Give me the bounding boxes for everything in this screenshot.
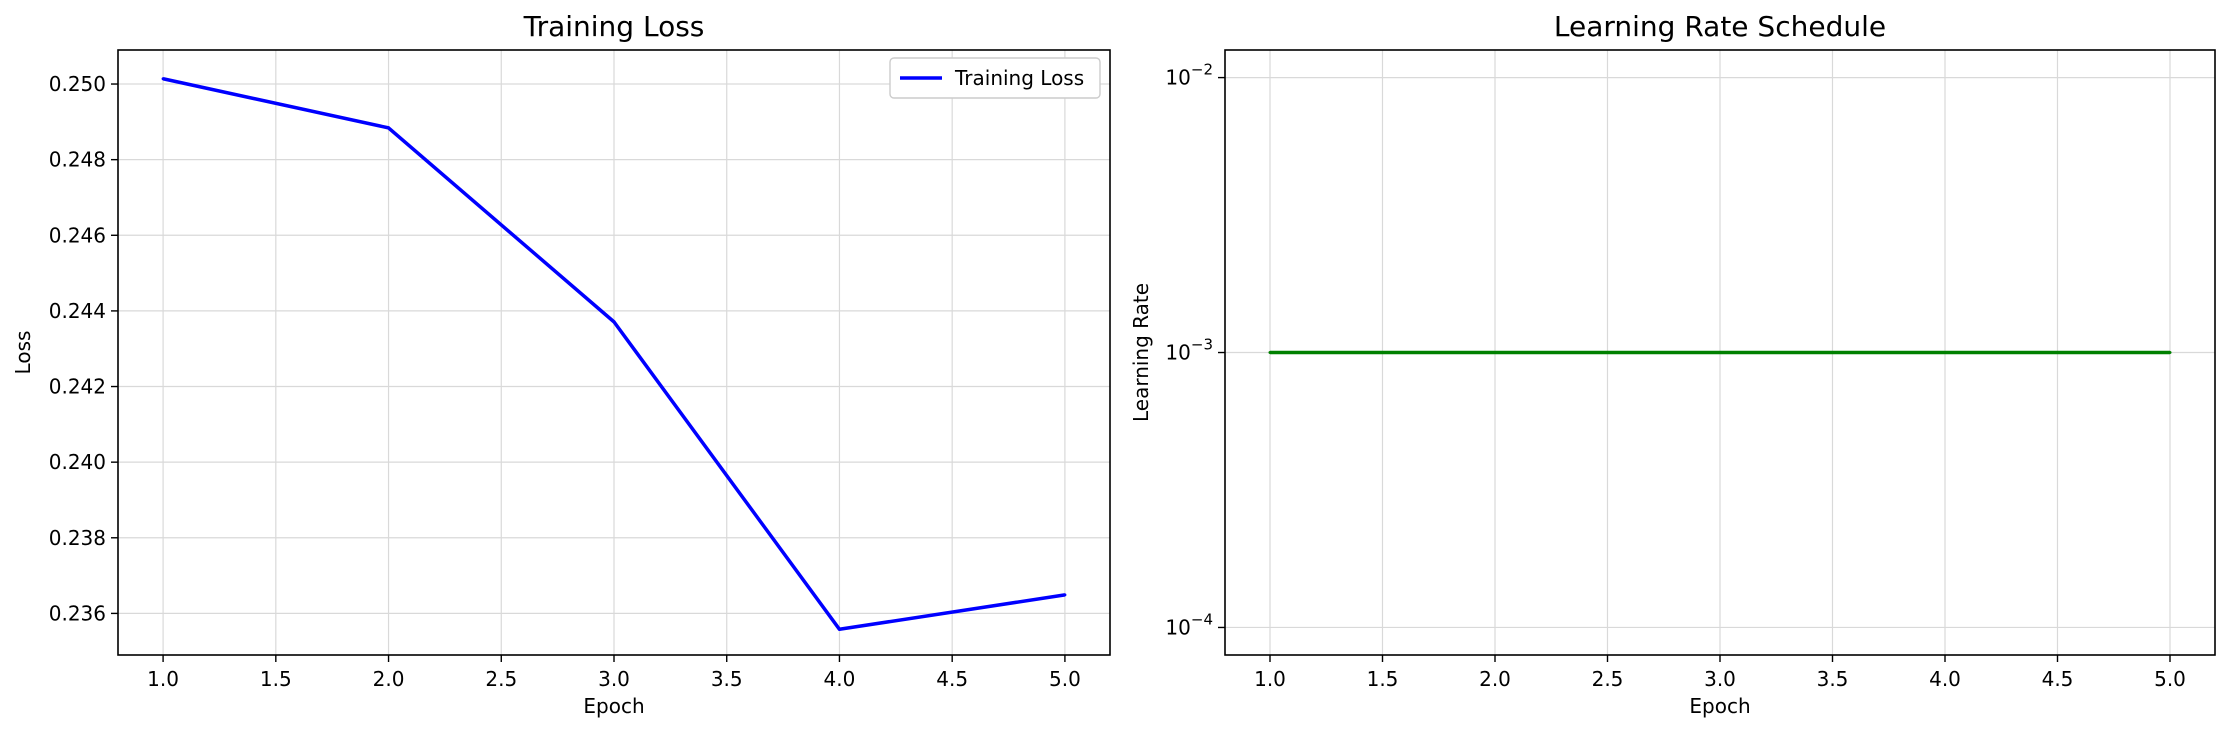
data-point	[1063, 593, 1067, 597]
y-tick-base: 10	[1165, 66, 1190, 90]
training-loss-panel: Training Loss Epoch Loss 1.0 1.5 2.0 2.5 3.0…	[11, 10, 1111, 718]
legend-box	[889, 57, 1101, 99]
plot-frame	[117, 49, 1111, 656]
chart-title: Learning Rate Schedule	[1554, 10, 1886, 43]
y-tick-label: 10−3	[1165, 336, 1213, 365]
data-point	[612, 320, 616, 324]
x-tick-label: 2.0	[373, 667, 405, 691]
y-tick-label: 10−4	[1165, 610, 1213, 639]
y-axis-label: Learning Rate	[1129, 283, 1153, 422]
y-tick-base: 10	[1165, 615, 1190, 639]
y-tick-exponent: −2	[1191, 61, 1213, 79]
y-axis-label: Loss	[11, 331, 35, 375]
y-tick-label: 10−2	[1165, 61, 1213, 90]
x-tick-label: 3.0	[598, 667, 630, 691]
x-tick-label: 2.5	[485, 667, 517, 691]
x-tick-label: 1.5	[1367, 667, 1399, 691]
legend-label: Training Loss	[954, 66, 1084, 90]
x-tick-label: 2.0	[1479, 667, 1511, 691]
data-point	[837, 627, 841, 631]
y-tick-label: 0.242	[49, 375, 106, 399]
y-tick-label: 0.244	[49, 299, 106, 323]
data-point	[161, 77, 165, 81]
x-tick-label: 5.0	[2154, 667, 2186, 691]
y-tick-exponent: −4	[1191, 610, 1213, 628]
x-tick-label: 5.0	[1049, 667, 1081, 691]
x-tick-label: 4.5	[2042, 667, 2074, 691]
x-tick-label: 3.5	[1817, 667, 1849, 691]
y-tick-label: 0.246	[49, 223, 106, 247]
data-point	[1943, 351, 1947, 355]
x-axis-label: Epoch	[1689, 694, 1750, 718]
y-tick-base: 10	[1165, 341, 1190, 365]
x-tick-label: 4.0	[824, 667, 856, 691]
y-tick-label: 0.248	[49, 148, 106, 172]
learning-rate-panel: Learning Rate Schedule Epoch Learning Ra…	[1129, 10, 2216, 718]
y-tick-label: 0.236	[49, 601, 106, 625]
data-point	[1493, 351, 1497, 355]
legend: Training Loss	[889, 57, 1101, 99]
x-tick-label: 4.5	[936, 667, 968, 691]
x-tick-label: 4.0	[1929, 667, 1961, 691]
x-tick-label: 2.5	[1592, 667, 1624, 691]
y-tick-label: 0.238	[49, 526, 106, 550]
plot-frame	[1224, 49, 2216, 656]
x-tick-label: 3.5	[711, 667, 743, 691]
x-tick-label: 1.0	[147, 667, 179, 691]
y-tick-exponent: −3	[1191, 336, 1213, 354]
data-point	[2168, 351, 2172, 355]
x-axis-label: Epoch	[583, 694, 644, 718]
x-tick-label: 3.0	[1704, 667, 1736, 691]
x-tick-label: 1.0	[1254, 667, 1286, 691]
x-tick-label: 1.5	[260, 667, 292, 691]
data-point	[1268, 351, 1272, 355]
y-tick-label: 0.240	[49, 450, 106, 474]
chart-title: Training Loss	[523, 10, 705, 43]
data-point	[387, 126, 391, 130]
y-tick-label: 0.250	[49, 72, 106, 96]
data-point	[1718, 351, 1722, 355]
